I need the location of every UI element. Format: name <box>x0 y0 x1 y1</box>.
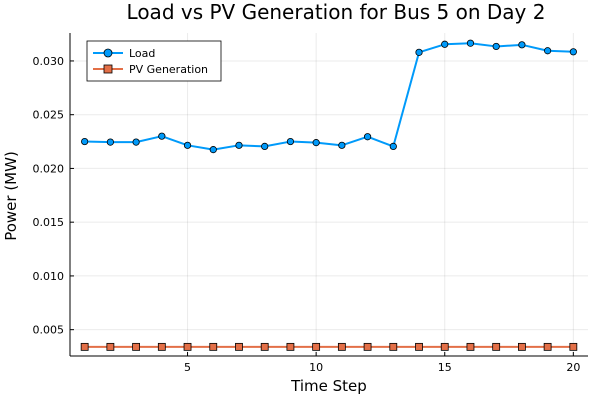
data-point <box>157 342 166 351</box>
legend-label: PV Generation <box>129 63 208 76</box>
legend: Load PV Generation <box>86 40 222 82</box>
data-point <box>544 47 552 55</box>
data-point <box>569 342 578 351</box>
series-pv-generation <box>80 342 578 351</box>
chart-title: Load vs PV Generation for Bus 5 on Day 2 <box>127 0 546 24</box>
y-tick-label: 0.010 <box>33 270 65 283</box>
data-point <box>132 342 141 351</box>
data-point <box>80 342 89 351</box>
legend-item: PV Generation <box>93 63 208 76</box>
legend-marker <box>103 48 113 58</box>
data-point <box>415 48 423 56</box>
data-point <box>209 342 218 351</box>
data-point <box>261 142 269 150</box>
data-point <box>518 41 526 49</box>
x-tick-label: 20 <box>566 361 580 374</box>
x-tick-label: 5 <box>184 361 191 374</box>
data-point <box>363 342 372 351</box>
data-point <box>466 342 475 351</box>
data-point <box>183 342 192 351</box>
data-point <box>492 42 500 51</box>
data-point <box>492 342 501 351</box>
y-tick-label: 0.025 <box>33 109 65 122</box>
data-point <box>440 342 449 351</box>
data-point <box>106 342 115 351</box>
data-point <box>183 141 192 149</box>
y-tick-label: 0.020 <box>33 162 65 175</box>
y-axis-label: Power (MW) <box>2 151 20 241</box>
series-line <box>84 42 574 151</box>
data-point <box>363 133 372 141</box>
series-layer <box>80 39 578 351</box>
data-point <box>235 342 243 351</box>
x-axis-label: Time Step <box>290 377 367 395</box>
y-tick-label: 0.015 <box>33 216 65 229</box>
data-point <box>543 342 552 351</box>
data-point <box>106 138 114 146</box>
data-point <box>389 142 397 150</box>
data-point <box>337 342 346 351</box>
data-point <box>209 146 217 154</box>
data-point <box>286 137 295 146</box>
x-tick-label: 15 <box>438 361 452 374</box>
x-tick-label: 10 <box>309 361 323 374</box>
data-point <box>466 39 475 47</box>
y-tick-label: 0.030 <box>33 55 65 68</box>
legend-item: Load <box>93 47 155 60</box>
data-point <box>260 342 269 351</box>
data-point <box>441 40 449 48</box>
data-point <box>312 139 320 147</box>
data-point <box>389 342 398 351</box>
data-point <box>569 48 577 56</box>
data-point <box>338 141 346 149</box>
legend-marker <box>103 64 113 74</box>
grid <box>70 33 588 356</box>
data-point <box>132 138 140 146</box>
data-point <box>312 342 321 351</box>
axes: 5 10 15 20 0.005 0.010 0.015 0.020 0.025 0.030 <box>33 33 588 374</box>
data-point <box>158 132 166 140</box>
data-point <box>517 342 526 351</box>
legend-box <box>86 40 222 82</box>
series-load <box>81 39 577 154</box>
data-point <box>235 141 243 149</box>
data-point <box>286 342 295 351</box>
data-point <box>415 342 423 351</box>
y-tick-label: 0.005 <box>33 324 65 337</box>
data-point <box>81 137 89 146</box>
legend-label: Load <box>129 47 155 60</box>
